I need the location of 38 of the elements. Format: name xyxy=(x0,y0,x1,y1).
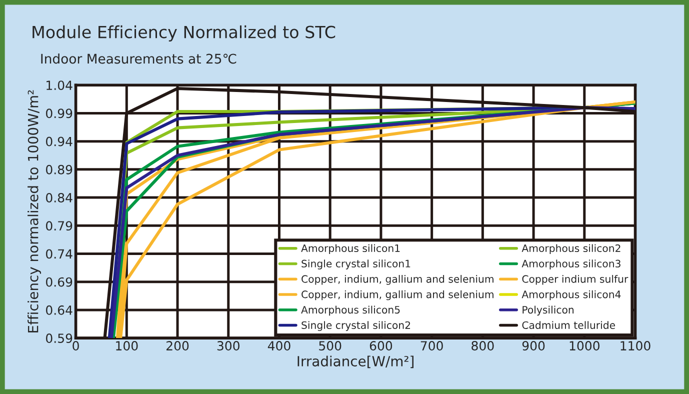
y-tick-label: 0.69 xyxy=(46,277,72,287)
legend-label: Amorphous silicon5 xyxy=(301,306,400,316)
legend-label: Polysilicon xyxy=(522,306,574,316)
legend-label: Copper, indium, gallium and selenium xyxy=(302,274,494,285)
x-tick-label: 600 xyxy=(370,341,392,351)
legend-label: Amorphous silicon1 xyxy=(301,244,400,254)
legend-label: Cadmium telluride xyxy=(522,321,616,329)
x-tick-label: 200 xyxy=(166,341,189,351)
x-tick-label: 0 xyxy=(72,341,79,351)
x-tick-label: 400 xyxy=(268,341,290,351)
y-tick-label: 0.89 xyxy=(46,164,72,174)
legend-label: Copper, indium, gallium and selenium xyxy=(302,290,494,300)
legend-label: Amorphous silicon2 xyxy=(522,244,620,254)
x-tick-label: 900 xyxy=(522,341,545,351)
y-tick-label: 0.64 xyxy=(46,305,72,315)
y-tick-label: 0.99 xyxy=(46,108,72,118)
x-tick-label: 1100 xyxy=(620,341,650,351)
x-tick-label: 100 xyxy=(116,341,138,351)
legend-label: Amorphous silicon3 xyxy=(522,260,620,270)
legend-label: Copper indium sulfur xyxy=(522,274,628,285)
y-axis-title: Efficiency normalized to 1000W/m² xyxy=(28,90,42,332)
x-tick-label: 500 xyxy=(319,341,342,351)
y-tick-label: 0.59 xyxy=(46,334,72,343)
legend-label: Single crystal silicon2 xyxy=(302,321,410,331)
x-axis-title: Irradiance[W/m²] xyxy=(298,356,414,368)
chart-subtitle: Indoor Measurements at 25℃ xyxy=(41,54,236,64)
y-tick-label: 0.84 xyxy=(46,192,72,202)
y-tick-label: 0.74 xyxy=(46,249,72,259)
legend-label: Amorphous silicon4 xyxy=(522,290,621,300)
legend-label: Single crystal silicon1 xyxy=(302,260,410,270)
chart-title: Module Efficiency Normalized to STC xyxy=(32,25,336,42)
x-tick-label: 300 xyxy=(217,341,240,351)
y-tick-label: 0.79 xyxy=(46,221,72,231)
x-tick-label: 700 xyxy=(420,341,443,351)
y-tick-label: 1.04 xyxy=(46,80,72,90)
x-tick-label: 800 xyxy=(472,341,494,351)
y-tick-label: 0.94 xyxy=(46,136,72,146)
x-tick-label: 1000 xyxy=(570,341,600,351)
